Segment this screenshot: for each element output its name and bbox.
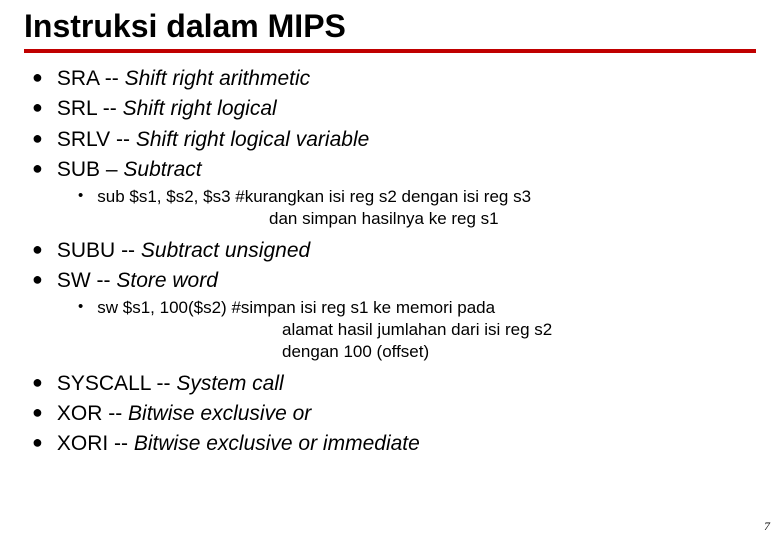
sub-list-item: • sub $s1, $s2, $s3 #kurangkan isi reg s… [78, 186, 756, 208]
list-item: ● SW -- Store word [24, 267, 756, 295]
slide-container: Instruksi dalam MIPS ● SRA -- Shift righ… [0, 0, 780, 459]
list-item: ● XOR -- Bitwise exclusive or [24, 400, 756, 428]
bullet-text: SYSCALL -- System call [57, 370, 284, 398]
sub-text-cont: alamat hasil jumlahan dari isi reg s2 [282, 319, 756, 341]
bullet-text: SUB – Subtract [57, 156, 202, 184]
bullet-icon: ● [32, 156, 43, 180]
list-item: ● SYSCALL -- System call [24, 370, 756, 398]
list-item: ● SRA -- Shift right arithmetic [24, 65, 756, 93]
bullet-icon: ● [32, 267, 43, 291]
slide-title: Instruksi dalam MIPS [24, 8, 756, 45]
list-item: ● SRL -- Shift right logical [24, 95, 756, 123]
bullet-text: SRL -- Shift right logical [57, 95, 277, 123]
bullet-icon: ● [32, 95, 43, 119]
bullet-text: SW -- Store word [57, 267, 218, 295]
sub-text-cont: dengan 100 (offset) [282, 341, 756, 363]
bullet-group-3: ● SYSCALL -- System call ● XOR -- Bitwis… [24, 370, 756, 459]
bullet-text: SRLV -- Shift right logical variable [57, 126, 369, 154]
bullet-text: SRA -- Shift right arithmetic [57, 65, 310, 93]
sub-list-cont: dengan 100 (offset) [24, 341, 756, 363]
bullet-text: XOR -- Bitwise exclusive or [57, 400, 311, 428]
bullet-text: SUBU -- Subtract unsigned [57, 237, 310, 265]
sub-bullet-group-1: • sub $s1, $s2, $s3 #kurangkan isi reg s… [24, 186, 756, 230]
sub-text-cont: dan simpan hasilnya ke reg s1 [269, 208, 756, 230]
list-item: ● SUBU -- Subtract unsigned [24, 237, 756, 265]
sub-list-cont: alamat hasil jumlahan dari isi reg s2 [24, 319, 756, 341]
sub-list-item: • sw $s1, 100($s2) #simpan isi reg s1 ke… [78, 297, 756, 319]
bullet-icon: ● [32, 400, 43, 424]
bullet-icon: ● [32, 430, 43, 454]
sub-bullet-group-2: • sw $s1, 100($s2) #simpan isi reg s1 ke… [24, 297, 756, 363]
sub-bullet-icon: • [78, 186, 83, 206]
bullet-icon: ● [32, 370, 43, 394]
sub-text: sub $s1, $s2, $s3 #kurangkan isi reg s2 … [97, 186, 531, 208]
bullet-group-2: ● SUBU -- Subtract unsigned ● SW -- Stor… [24, 237, 756, 296]
list-item: ● SUB – Subtract [24, 156, 756, 184]
bullet-icon: ● [32, 126, 43, 150]
bullet-text: XORI -- Bitwise exclusive or immediate [57, 430, 420, 458]
list-item: ● SRLV -- Shift right logical variable [24, 126, 756, 154]
list-item: ● XORI -- Bitwise exclusive or immediate [24, 430, 756, 458]
sub-bullet-icon: • [78, 297, 83, 317]
title-underline [24, 49, 756, 53]
sub-text: sw $s1, 100($s2) #simpan isi reg s1 ke m… [97, 297, 495, 319]
page-number: 7 [764, 519, 770, 534]
bullet-icon: ● [32, 237, 43, 261]
bullet-group-1: ● SRA -- Shift right arithmetic ● SRL --… [24, 65, 756, 184]
bullet-icon: ● [32, 65, 43, 89]
sub-list-cont: dan simpan hasilnya ke reg s1 [24, 208, 756, 230]
